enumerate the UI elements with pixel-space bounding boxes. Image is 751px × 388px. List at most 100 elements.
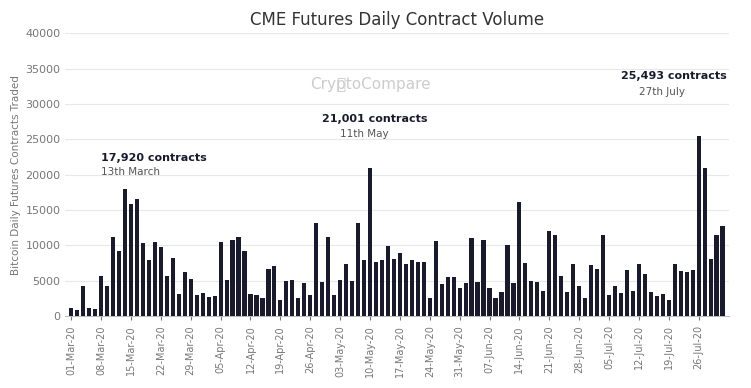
Bar [374,262,378,316]
Bar [219,242,223,316]
Bar [535,282,539,316]
Bar [410,260,414,316]
Bar [451,277,456,316]
Bar [433,241,438,316]
Bar [201,293,205,316]
Bar [619,293,623,316]
Bar [720,225,725,316]
Bar [422,262,426,316]
Bar [123,189,127,316]
Bar [445,277,450,316]
Bar [607,295,611,316]
Bar [237,237,240,316]
Bar [249,294,252,316]
Bar [655,296,659,316]
Bar [577,286,581,316]
Bar [279,300,282,316]
Bar [176,294,181,316]
Bar [231,240,234,316]
Bar [81,286,86,316]
Bar [469,238,474,316]
Bar [697,136,701,316]
Bar [416,262,420,316]
Bar [296,298,300,316]
Bar [505,245,509,316]
Bar [404,264,408,316]
Bar [75,310,80,316]
Text: ⓘ: ⓘ [336,77,345,92]
Bar [487,288,492,316]
Bar [457,288,462,316]
Bar [661,294,665,316]
Bar [141,243,145,316]
Bar [290,280,294,316]
Bar [164,276,169,316]
Bar [427,298,432,316]
Bar [285,281,288,316]
Bar [386,246,390,316]
Bar [380,260,384,316]
Bar [523,263,527,316]
Bar [559,276,563,316]
Bar [302,283,306,316]
Bar [362,260,366,316]
Bar [463,283,468,316]
Bar [117,251,121,316]
Bar [392,259,396,316]
Bar [565,292,569,316]
Bar [213,296,217,316]
Bar [511,283,515,316]
Bar [685,272,689,316]
Bar [261,298,264,316]
Bar [601,235,605,316]
Bar [69,308,74,316]
Bar [637,264,641,316]
Bar [332,295,336,316]
Bar [691,270,695,316]
Bar [493,298,498,316]
Bar [481,240,486,316]
Text: 27th July: 27th July [639,87,685,97]
Bar [368,168,372,316]
Bar [475,282,480,316]
Bar [583,298,587,316]
Bar [105,286,109,316]
Bar [702,168,707,316]
Bar [207,297,211,316]
Bar [158,247,163,316]
Text: 11th May: 11th May [340,129,389,139]
Bar [111,237,115,316]
Bar [255,295,258,316]
Text: CryptoCompare: CryptoCompare [310,77,430,92]
Bar [87,308,92,316]
Bar [267,268,270,316]
Bar [679,272,683,316]
Bar [195,295,199,316]
Bar [314,223,318,316]
Bar [129,204,133,316]
Bar [595,269,599,316]
Text: 13th March: 13th March [101,167,160,177]
Bar [667,300,671,316]
Text: 25,493 contracts: 25,493 contracts [621,71,727,81]
Bar [225,280,229,316]
Bar [499,292,504,316]
Bar [541,291,545,316]
Bar [398,253,402,316]
Bar [708,260,713,316]
Bar [93,309,97,316]
Bar [320,282,324,316]
Bar [547,230,551,316]
Text: 21,001 contracts: 21,001 contracts [322,114,428,124]
Bar [625,270,629,316]
Bar [189,279,193,316]
Bar [517,201,521,316]
Bar [243,251,246,316]
Bar [338,280,342,316]
Bar [714,235,719,316]
Bar [631,291,635,316]
Bar [273,266,276,316]
Bar [344,264,348,316]
Title: CME Futures Daily Contract Volume: CME Futures Daily Contract Volume [250,11,544,29]
Bar [350,281,354,316]
